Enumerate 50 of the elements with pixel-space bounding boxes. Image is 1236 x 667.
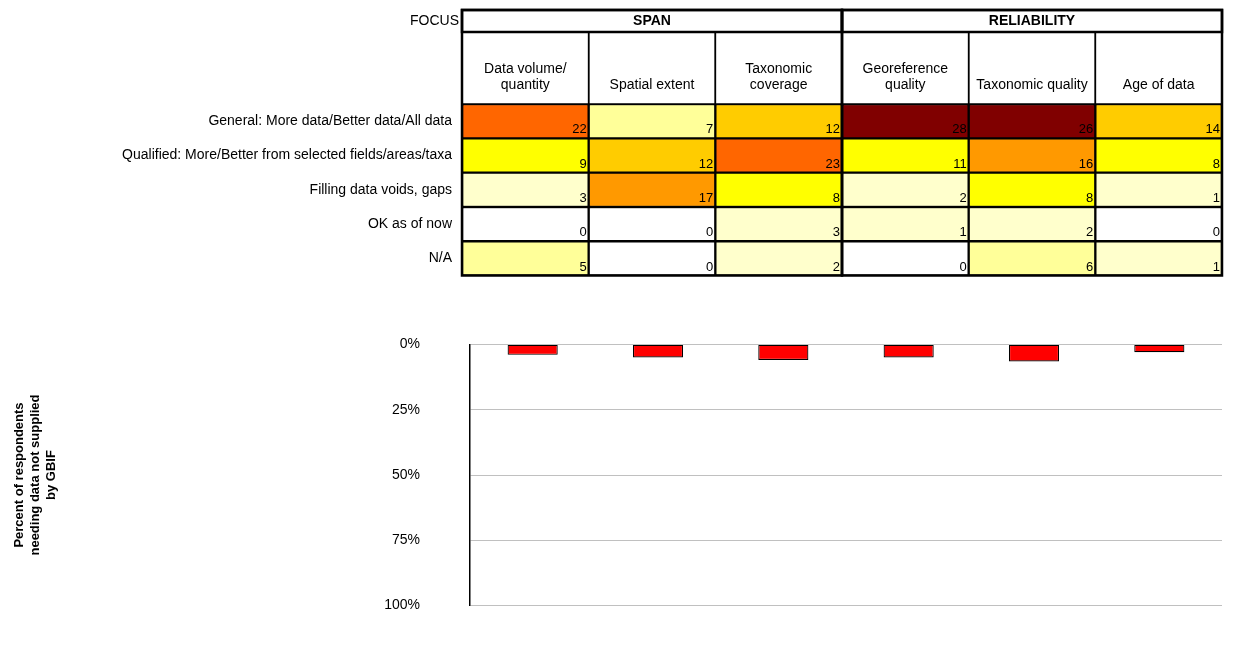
data-label: 17: [698, 190, 714, 206]
y-axis-title: FOCUS: [410, 11, 459, 28]
data-label: 0: [706, 224, 714, 240]
data-label: 28: [952, 121, 967, 137]
y-tick-label: 75%: [391, 531, 420, 548]
x-tick-label: Data volume/ quantity: [484, 59, 567, 93]
data-label: 14: [1205, 121, 1220, 137]
y-tick-label: N/A: [428, 249, 453, 266]
x-tick-label: Spatial extent: [609, 76, 695, 93]
data-label: 0: [706, 258, 714, 274]
data-label: 22: [572, 121, 587, 137]
data-label: 9: [579, 155, 587, 171]
data-label: 5: [579, 258, 587, 274]
data-label: 0: [959, 258, 967, 274]
text: RELIABILITY: [988, 11, 1076, 28]
x-tick-label: Age of data: [1122, 76, 1195, 93]
y-tick-label: 25%: [391, 400, 420, 417]
x-tick-label: Georeference quality: [862, 59, 949, 93]
y-tick-label: Qualified: More/Better from selected fields/areas/taxa: [122, 146, 453, 163]
data-label: 0: [579, 224, 587, 240]
text: SPAN: [633, 11, 671, 28]
data-label: 1: [1212, 190, 1220, 206]
y-tick-label: 50%: [391, 465, 420, 482]
x-tick-label: Taxonomic quality: [976, 76, 1088, 93]
data-label: 1: [959, 224, 967, 240]
data-label: 2: [1086, 224, 1094, 240]
data-label: 6: [1086, 258, 1094, 274]
data-label: 3: [832, 224, 840, 240]
y-tick-label: General: More data/Better data/All data: [208, 112, 453, 129]
data-label: 1: [1212, 258, 1220, 274]
y-tick-label: Filling data voids, gaps: [309, 180, 452, 197]
data-label: 8: [1086, 190, 1094, 206]
data-label: 7: [706, 121, 714, 137]
data-label: 26: [1078, 121, 1094, 137]
data-label: 8: [832, 190, 840, 206]
data-label: 0: [1212, 224, 1220, 240]
y-tick-label: 0%: [399, 335, 420, 352]
data-label: 12: [825, 121, 840, 137]
y-tick-label: 100%: [384, 596, 420, 613]
data-label: 16: [1078, 155, 1094, 171]
data-label: 2: [832, 258, 840, 274]
data-label: 2: [959, 190, 967, 206]
data-label: 11: [953, 155, 967, 171]
y-tick-label: OK as of now: [367, 214, 453, 231]
data-label: 8: [1212, 155, 1220, 171]
y-axis-title: Percent of respondents needing data not supplied by GBIF: [11, 394, 58, 556]
data-label: 3: [579, 190, 587, 206]
data-label: 12: [698, 155, 714, 171]
data-label: 23: [825, 155, 840, 171]
x-tick-label: Taxonomic coverage: [745, 59, 813, 93]
